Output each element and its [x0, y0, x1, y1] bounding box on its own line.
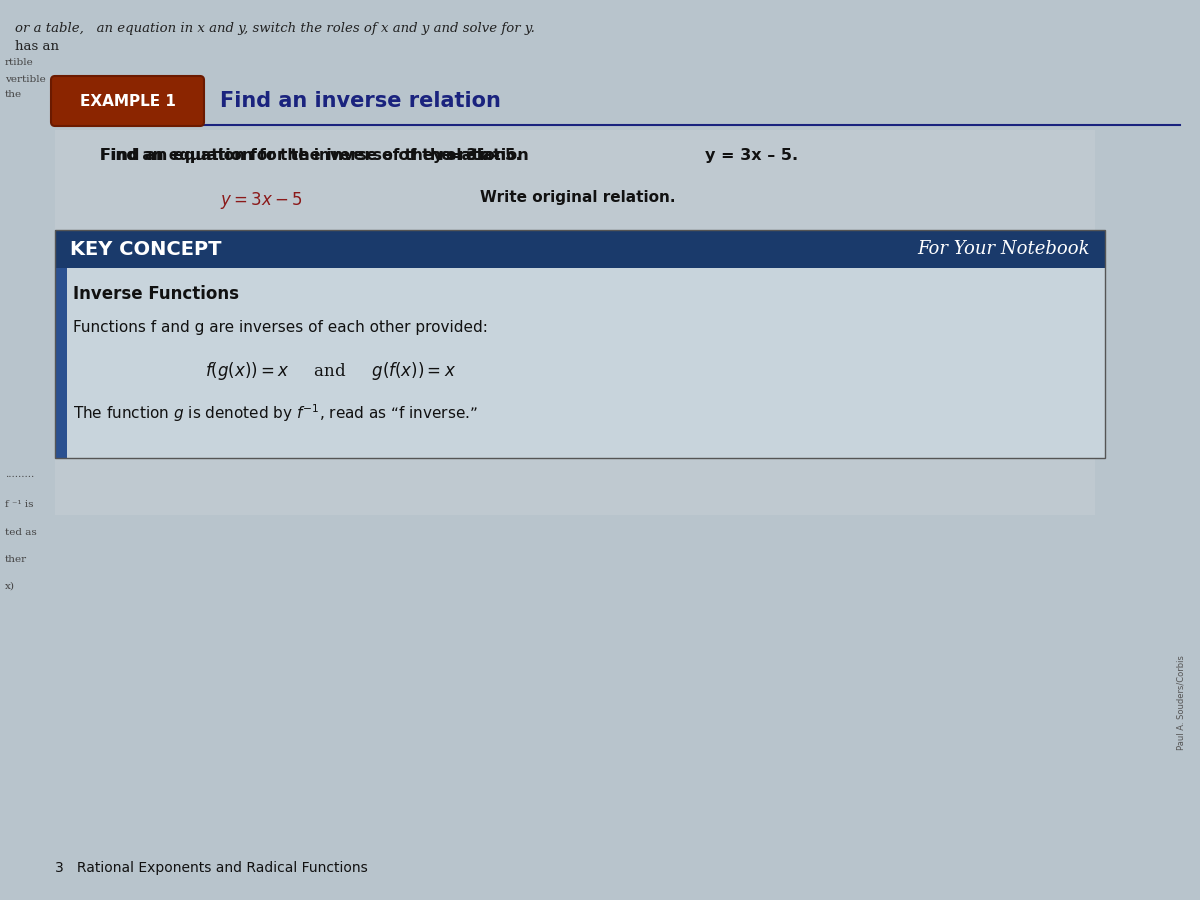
- FancyBboxPatch shape: [55, 268, 67, 458]
- Text: For Your Notebook: For Your Notebook: [918, 240, 1090, 258]
- Text: ted as: ted as: [5, 528, 37, 537]
- Text: In Example 1, both the original relation and the inverse relation happen to be: In Example 1, both the original relation…: [100, 405, 670, 420]
- Text: Find an inverse relation: Find an inverse relation: [220, 91, 500, 111]
- Text: $\dfrac{1}{3}x + \dfrac{5}{3} = y$: $\dfrac{1}{3}x + \dfrac{5}{3} = y$: [160, 335, 256, 371]
- Text: f ⁻¹ is: f ⁻¹ is: [5, 500, 34, 509]
- Text: rtible: rtible: [5, 58, 34, 67]
- Text: $x = 3y - 5$: $x = 3y - 5$: [220, 235, 302, 256]
- Text: $y = 3x - 5$: $y = 3x - 5$: [220, 190, 302, 211]
- Text: Add 5 to each side.: Add 5 to each side.: [480, 278, 644, 293]
- Text: EXAMPLE 1: EXAMPLE 1: [80, 94, 176, 109]
- Text: The function $g$ is denoted by $f^{-1}$, read as “f inverse.”: The function $g$ is denoted by $f^{-1}$,…: [73, 402, 478, 424]
- Text: KEY CONCEPT: KEY CONCEPT: [70, 239, 222, 258]
- Text: y = 3x – 5.: y = 3x – 5.: [433, 148, 522, 163]
- Text: Find an equation for the inverse of the relation: Find an equation for the inverse of the …: [100, 148, 534, 163]
- FancyBboxPatch shape: [55, 130, 1096, 515]
- FancyBboxPatch shape: [50, 76, 204, 126]
- Text: Inverse Functions: Inverse Functions: [73, 285, 239, 303]
- Text: Write original relation.: Write original relation.: [480, 190, 676, 205]
- Text: $f(g(x)) = x$     and     $g(f(x)) = x$: $f(g(x)) = x$ and $g(f(x)) = x$: [205, 360, 456, 382]
- Text: Solve for y. This is the inverse relation.: Solve for y. This is the inverse relatio…: [480, 343, 817, 358]
- Text: Paul A. Souders/Corbis: Paul A. Souders/Corbis: [1176, 655, 1186, 750]
- Text: x): x): [5, 582, 14, 591]
- Text: $x + 5 = 3y$: $x + 5 = 3y$: [220, 278, 305, 299]
- Text: y = 3x – 5.: y = 3x – 5.: [706, 148, 798, 163]
- FancyBboxPatch shape: [55, 268, 1105, 458]
- Text: has an: has an: [14, 40, 59, 53]
- Text: .........: .........: [5, 470, 35, 479]
- Text: Find an equation for the inverse of the relation: Find an equation for the inverse of the …: [100, 148, 511, 163]
- Text: ther: ther: [5, 555, 28, 564]
- FancyBboxPatch shape: [634, 427, 822, 459]
- FancyBboxPatch shape: [55, 230, 1105, 268]
- Text: functions. In such cases, the two functions are called: functions. In such cases, the two functi…: [100, 435, 494, 450]
- Text: the: the: [5, 90, 22, 99]
- Text: inverse functions.: inverse functions.: [638, 435, 787, 450]
- Text: 3   Rational Exponents and Radical Functions: 3 Rational Exponents and Radical Functio…: [55, 861, 367, 875]
- Text: Functions f and g are inverses of each other provided:: Functions f and g are inverses of each o…: [73, 320, 488, 335]
- Text: or a table,   an equation in x and y, switch the roles of x and y and solve for : or a table, an equation in x and y, swit…: [14, 22, 535, 35]
- Text: Switch x and y.: Switch x and y.: [480, 235, 610, 250]
- Text: vertible: vertible: [5, 75, 46, 84]
